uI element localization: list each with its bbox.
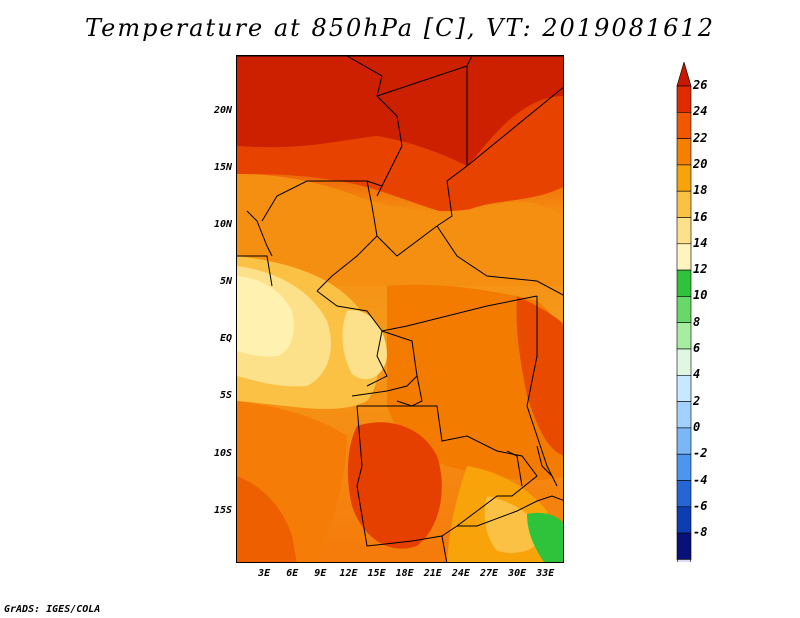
lon-tick-label: 24E xyxy=(451,568,470,579)
colorbar-swatch xyxy=(676,85,692,113)
colorbar-level-label: -6 xyxy=(693,498,708,513)
lon-tick-label: 27E xyxy=(479,568,499,579)
colorbar-level-label: 24 xyxy=(693,104,708,119)
hot-zone-north xyxy=(237,56,563,166)
colorbar-top-arrow xyxy=(676,60,692,87)
colorbar-level-label: 6 xyxy=(693,341,701,355)
lon-tick-label: 15E xyxy=(367,568,386,579)
colorbar-level-label: -8 xyxy=(693,525,708,540)
colorbar-level-label: 2 xyxy=(693,393,701,408)
colorbar-swatch xyxy=(676,138,692,166)
cool-zone-zambia xyxy=(484,496,542,553)
colorbar-level-label: 22 xyxy=(693,130,708,145)
temperature-map xyxy=(236,55,564,563)
hot-zone-angola xyxy=(347,422,442,549)
lat-tick-label: 10S xyxy=(213,447,232,459)
lon-tick-label: 30E xyxy=(508,568,527,579)
lat-tick-label: 5N xyxy=(219,276,232,288)
colorbar-swatch xyxy=(676,532,692,560)
colorbar-swatch xyxy=(676,190,692,218)
lon-tick-label: 6E xyxy=(286,568,299,579)
lon-tick-label: 18E xyxy=(395,568,414,579)
colorbar-swatch xyxy=(676,243,692,271)
orange-band xyxy=(237,174,563,286)
colorbar-level-label: -4 xyxy=(693,472,708,487)
hot-zone-east xyxy=(516,296,563,456)
lon-tick-label: 3E xyxy=(258,568,271,579)
colorbar-swatch xyxy=(676,401,692,429)
cool-zone-gabon xyxy=(342,310,387,380)
lat-tick-label: 15S xyxy=(213,504,232,516)
cool-zone-mozambique xyxy=(527,512,563,562)
colorbar-swatch xyxy=(676,480,692,508)
lat-tick-label: 5S xyxy=(219,390,232,402)
colorbar-level-label: 26 xyxy=(693,78,708,92)
warm-zone-north xyxy=(237,96,563,216)
lon-tick-label: 21E xyxy=(423,568,442,579)
colorbar-level-label: 12 xyxy=(693,262,708,277)
lat-tick-label: 10N xyxy=(213,219,232,231)
credit-text: GrADS: IGES/COLA xyxy=(4,604,101,615)
colorbar-swatch xyxy=(676,453,692,481)
colorbar-level-label: 0 xyxy=(693,419,701,434)
colorbar-level-label: 18 xyxy=(693,183,708,198)
lon-tick-label: 33E xyxy=(536,568,555,579)
chart-title: Temperature at 850hPa [C], VT: 201908161… xyxy=(85,14,715,42)
hot-zone-southwest xyxy=(237,476,297,562)
colorbar-swatch xyxy=(676,348,692,376)
coolest-zone-west xyxy=(237,276,294,357)
colorbar-swatch xyxy=(676,164,692,192)
map-field xyxy=(237,56,563,562)
colorbar-level-label: 8 xyxy=(693,314,701,329)
colorbar-level-label: 14 xyxy=(693,235,708,250)
lat-tick-label: 20N xyxy=(213,105,232,117)
colorbar-swatch xyxy=(676,269,692,297)
colorbar-level-label: 10 xyxy=(693,288,708,303)
colorbar-level-label: 4 xyxy=(693,367,701,382)
lon-tick-label: 12E xyxy=(339,568,358,579)
lat-tick-label: EQ xyxy=(219,333,232,345)
colorbar-swatch xyxy=(676,111,692,139)
lon-tick-label: 9E xyxy=(314,568,327,579)
colorbar-swatch xyxy=(676,296,692,323)
colorbar-swatch xyxy=(676,374,692,402)
lat-tick-label: 15N xyxy=(213,162,232,174)
colorbar-swatch xyxy=(676,427,692,455)
colorbar-swatch xyxy=(676,322,692,350)
colorbar-swatch xyxy=(676,506,692,534)
colorbar-level-label: 20 xyxy=(693,156,708,171)
colorbar-bottom-arrow xyxy=(676,559,692,585)
colorbar-level-label: -2 xyxy=(693,446,708,461)
country-borders xyxy=(237,56,563,562)
colorbar-level-label: 16 xyxy=(693,209,708,224)
colorbar-swatch xyxy=(676,217,692,245)
